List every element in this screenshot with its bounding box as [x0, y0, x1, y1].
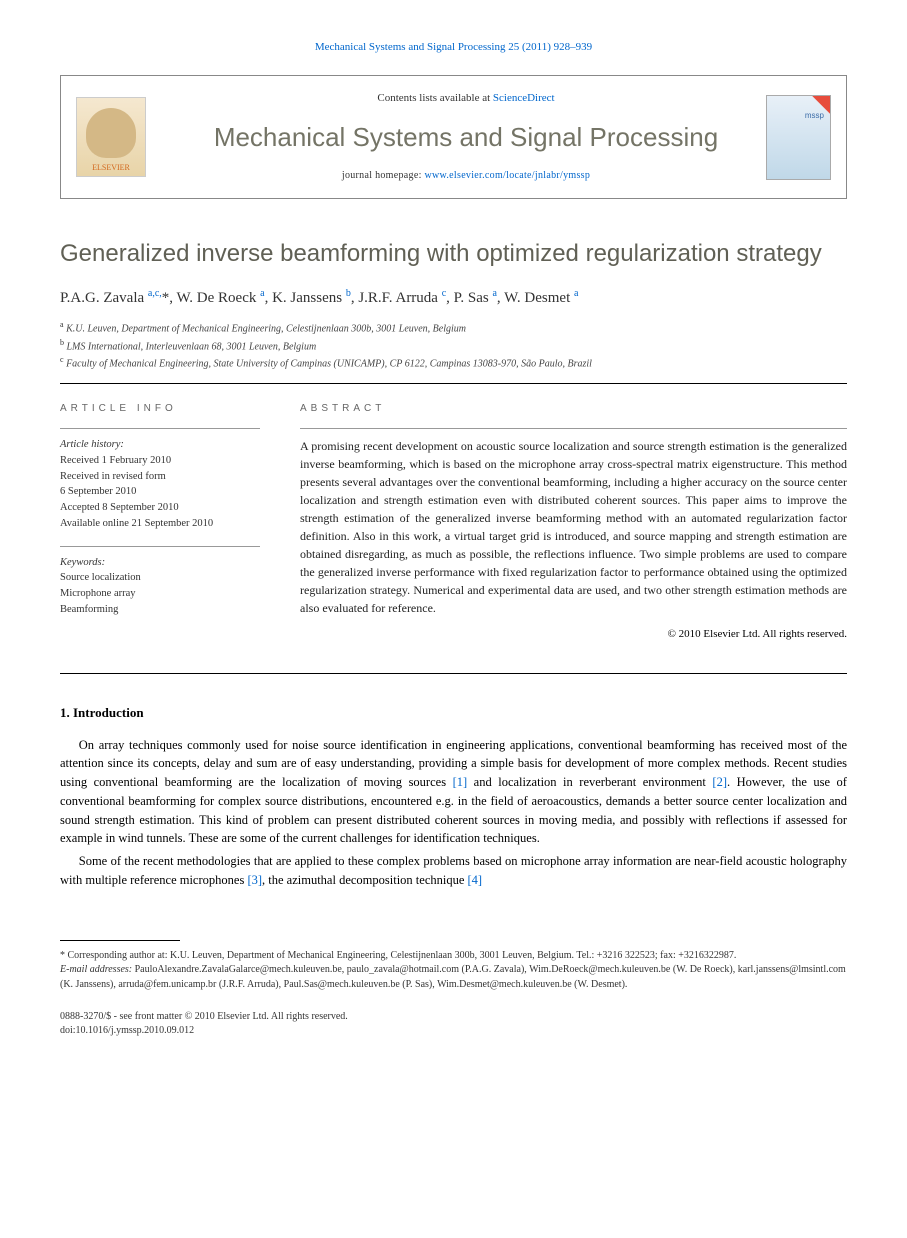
keywords-label: Keywords:: [60, 555, 260, 571]
doi-line: doi:10.1016/j.ymssp.2010.09.012: [60, 1024, 847, 1038]
history-line: Received in revised form: [60, 469, 260, 485]
citation-header: Mechanical Systems and Signal Processing…: [60, 40, 847, 55]
publisher-name: ELSEVIER: [92, 162, 130, 173]
article-title: Generalized inverse beamforming with opt…: [60, 239, 847, 269]
ref-link-3[interactable]: [3]: [247, 873, 262, 887]
homepage-url-link[interactable]: www.elsevier.com/locate/jnlabr/ymssp: [424, 170, 590, 181]
history-line: Available online 21 September 2010: [60, 516, 260, 532]
history-line: Accepted 8 September 2010: [60, 500, 260, 516]
contents-available-line: Contents lists available at ScienceDirec…: [166, 91, 766, 106]
abstract-column: ABSTRACT A promising recent development …: [300, 402, 847, 642]
homepage-prefix: journal homepage:: [342, 170, 425, 181]
footnotes-block: * Corresponding author at: K.U. Leuven, …: [60, 949, 847, 993]
p2-text-b: , the azimuthal decomposition technique: [262, 873, 468, 887]
history-label: Article history:: [60, 437, 260, 453]
cover-mssp-label: mssp: [805, 110, 824, 121]
abstract-copyright: © 2010 Elsevier Ltd. All rights reserved…: [300, 627, 847, 642]
header-center: Contents lists available at ScienceDirec…: [166, 91, 766, 183]
bottom-meta: 0888-3270/$ - see front matter © 2010 El…: [60, 1010, 847, 1038]
homepage-line: journal homepage: www.elsevier.com/locat…: [166, 169, 766, 183]
corresponding-author-note: * Corresponding author at: K.U. Leuven, …: [60, 949, 847, 964]
ref-link-1[interactable]: [1]: [453, 775, 468, 789]
section-1-title: 1. Introduction: [60, 704, 847, 722]
ref-link-4[interactable]: [4]: [468, 873, 483, 887]
affiliation-c-text: Faculty of Mechanical Engineering, State…: [66, 358, 592, 369]
p1-text-b: and localization in reverberant environm…: [467, 775, 712, 789]
issn-line: 0888-3270/$ - see front matter © 2010 El…: [60, 1010, 847, 1024]
body-divider: [60, 673, 847, 674]
article-info-head: ARTICLE INFO: [60, 402, 260, 416]
journal-name: Mechanical Systems and Signal Processing: [166, 119, 766, 155]
article-info-column: ARTICLE INFO Article history: Received 1…: [60, 402, 260, 642]
keyword: Microphone array: [60, 586, 260, 602]
top-divider: [60, 383, 847, 384]
sciencedirect-link[interactable]: ScienceDirect: [493, 92, 555, 104]
journal-cover-thumbnail: mssp: [766, 95, 831, 180]
affiliation-a: a K.U. Leuven, Department of Mechanical …: [60, 319, 847, 336]
email-label: E-mail addresses:: [60, 964, 132, 975]
intro-paragraph-1: On array techniques commonly used for no…: [60, 736, 847, 849]
email-list: PauloAlexandre.ZavalaGalarce@mech.kuleuv…: [60, 964, 846, 990]
contents-prefix: Contents lists available at: [377, 92, 492, 104]
keyword: Source localization: [60, 570, 260, 586]
affiliation-b: b LMS International, Interleuvenlaan 68,…: [60, 337, 847, 354]
elsevier-logo: ELSEVIER: [76, 97, 146, 177]
email-addresses-line: E-mail addresses: PauloAlexandre.ZavalaG…: [60, 963, 847, 992]
keyword: Beamforming: [60, 602, 260, 618]
info-abstract-row: ARTICLE INFO Article history: Received 1…: [60, 402, 847, 642]
footnote-divider: [60, 940, 180, 941]
keywords-block: Keywords: Source localization Microphone…: [60, 546, 260, 618]
intro-paragraph-2: Some of the recent methodologies that ar…: [60, 852, 847, 890]
elsevier-tree-icon: [86, 108, 136, 158]
article-history-block: Article history: Received 1 February 201…: [60, 428, 260, 532]
affiliation-c: c Faculty of Mechanical Engineering, Sta…: [60, 354, 847, 371]
affiliation-a-text: K.U. Leuven, Department of Mechanical En…: [66, 324, 466, 335]
affiliation-b-text: LMS International, Interleuvenlaan 68, 3…: [67, 341, 317, 352]
affiliations-block: a K.U. Leuven, Department of Mechanical …: [60, 319, 847, 371]
abstract-text: A promising recent development on acoust…: [300, 428, 847, 617]
journal-header-box: ELSEVIER Contents lists available at Sci…: [60, 75, 847, 199]
abstract-head: ABSTRACT: [300, 402, 847, 416]
history-line: Received 1 February 2010: [60, 453, 260, 469]
ref-link-2[interactable]: [2]: [712, 775, 727, 789]
authors-line: P.A.G. Zavala a,c,*, W. De Roeck a, K. J…: [60, 287, 847, 309]
history-line: 6 September 2010: [60, 484, 260, 500]
